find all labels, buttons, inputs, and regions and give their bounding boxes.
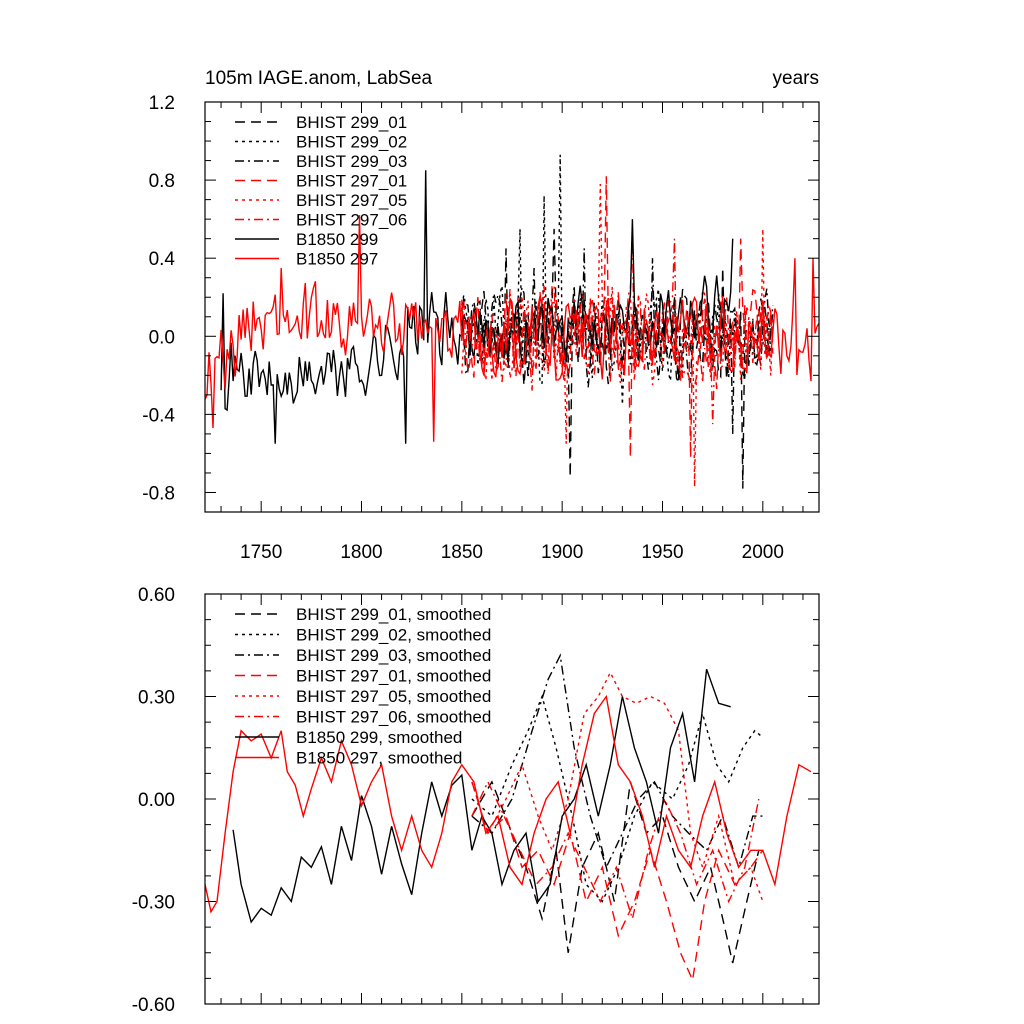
y-tick-label: -0.30	[132, 893, 175, 914]
y-tick-label: 0.30	[138, 688, 175, 709]
x-tick-label: 1800	[340, 542, 382, 563]
series-line	[471, 780, 760, 922]
y-tick-label: -0.8	[142, 483, 175, 504]
y-tick-label: 0.0	[149, 327, 175, 348]
series-group	[205, 154, 819, 489]
legend: BHIST 299_01, smoothed BHIST 299_02, smoo…	[235, 605, 491, 768]
y-tick-label: 0.60	[138, 585, 175, 606]
y-tick-label: -0.60	[132, 995, 175, 1016]
series-line	[471, 780, 760, 964]
legend-label: B1850 299, smoothed	[296, 728, 462, 747]
legend-label: BHIST 297_05	[296, 191, 407, 210]
series-line	[461, 183, 774, 487]
series-line	[232, 668, 731, 924]
y-tick-label: 1.2	[149, 93, 175, 114]
chart-title: 105m IAGE.anom, LabSea	[205, 68, 433, 89]
series-line	[461, 228, 774, 425]
legend-label: B1850 297, smoothed	[296, 749, 462, 768]
legend-label: BHIST 299_03, smoothed	[296, 646, 491, 665]
legend-label: BHIST 297_01, smoothed	[296, 667, 491, 686]
series-line	[471, 781, 764, 983]
y-tick-label: 0.4	[149, 249, 176, 270]
y-tick-label: -0.4	[142, 405, 175, 426]
legend-label: BHIST 299_03	[296, 152, 407, 171]
legend-label: BHIST 297_06	[296, 211, 407, 230]
legend-label: B1850 297	[296, 250, 378, 269]
legend-label: BHIST 299_01, smoothed	[296, 605, 491, 624]
legend-label: BHIST 297_05, smoothed	[296, 687, 491, 706]
x-tick-label: 1900	[541, 542, 583, 563]
series-line	[205, 694, 812, 914]
series-line	[471, 671, 764, 902]
series-group	[205, 653, 812, 983]
y-tick-label: 0.8	[149, 171, 175, 192]
series-line	[220, 170, 734, 444]
legend-label: BHIST 299_01	[296, 113, 407, 132]
series-line	[205, 215, 819, 442]
legend-label: B1850 299	[296, 230, 378, 249]
bottom-panel: 0.60 0.30 0.00 -0.30 -0.60 BHIST 299_01, smoo…	[132, 585, 820, 1016]
chart-title-right: years	[773, 68, 819, 89]
legend-label: BHIST 297_06, smoothed	[296, 708, 491, 727]
x-tick-label: 2000	[742, 542, 784, 563]
x-tick-label: 1950	[641, 542, 683, 563]
legend-label: BHIST 299_02, smoothed	[296, 626, 491, 645]
legend-label: BHIST 297_01	[296, 172, 407, 191]
y-tick-label: 0.00	[138, 790, 175, 811]
plot-frame	[204, 101, 820, 513]
x-tick-label: 1850	[441, 542, 483, 563]
series-line	[471, 653, 763, 870]
x-tick-label: 1750	[240, 542, 282, 563]
legend-label: BHIST 299_02	[296, 133, 407, 152]
top-panel: 1.2 0.8 0.4 0.0 -0.4 -0.8 1750 1800 1850 1900 1950…	[142, 68, 820, 563]
